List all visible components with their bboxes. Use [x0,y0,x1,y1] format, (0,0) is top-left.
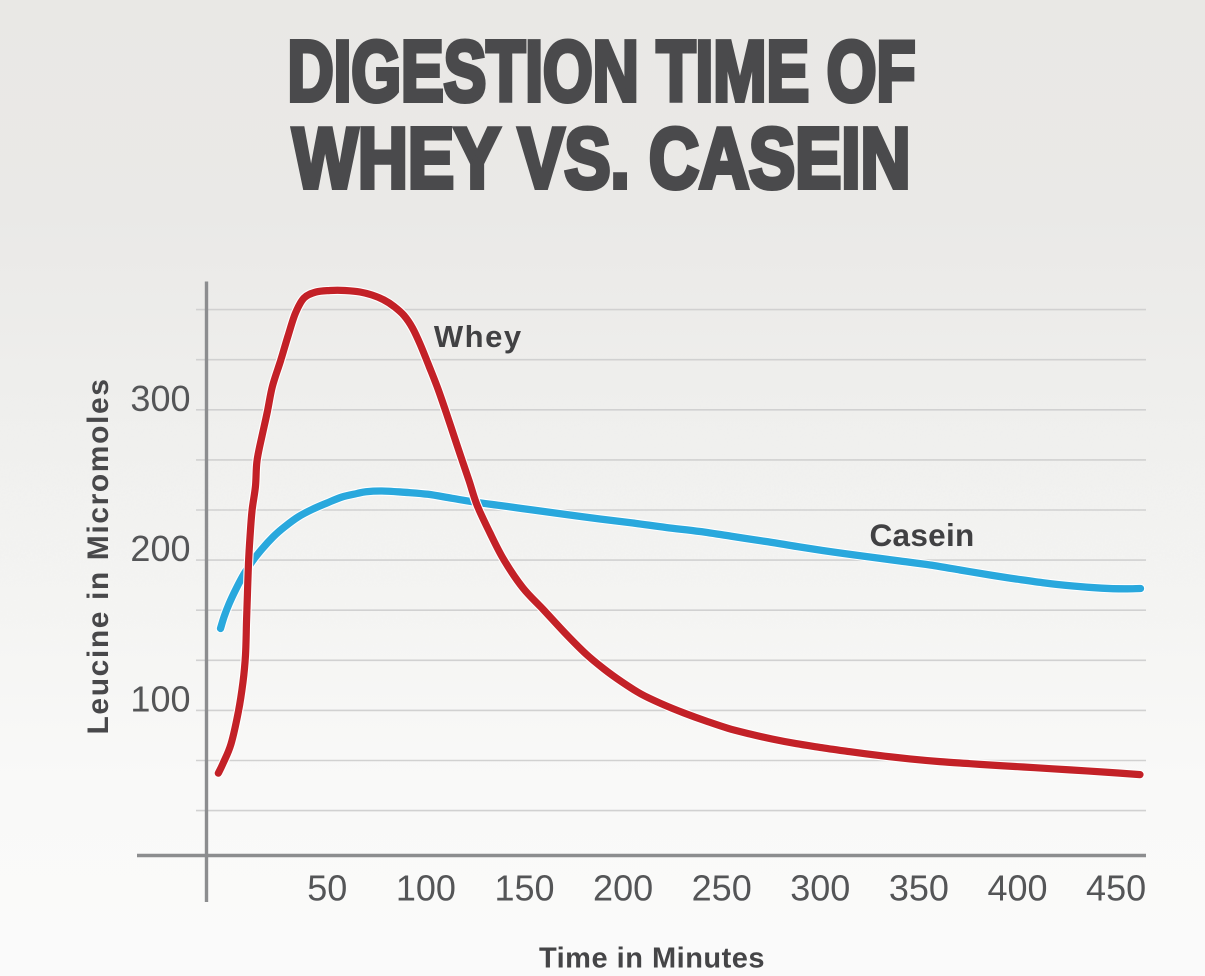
svg-text:Casein: Casein [870,517,975,553]
svg-text:300: 300 [790,868,850,909]
svg-text:Leucine in Micromoles: Leucine in Micromoles [82,377,115,734]
svg-text:Whey: Whey [434,319,523,354]
svg-text:200: 200 [130,528,190,569]
svg-text:DIGESTION TIME OF: DIGESTION TIME OF [288,25,916,120]
svg-text:450: 450 [1086,868,1146,909]
svg-text:200: 200 [593,868,653,909]
svg-text:400: 400 [987,868,1047,909]
svg-text:100: 100 [396,868,456,909]
svg-text:50: 50 [307,868,347,909]
svg-text:100: 100 [130,678,190,719]
svg-text:250: 250 [692,868,752,909]
svg-text:350: 350 [889,868,949,909]
svg-text:300: 300 [130,378,190,419]
svg-text:WHEY VS. CASEIN: WHEY VS. CASEIN [293,112,911,207]
svg-text:Time in Minutes: Time in Minutes [539,943,765,975]
svg-text:150: 150 [494,868,554,909]
